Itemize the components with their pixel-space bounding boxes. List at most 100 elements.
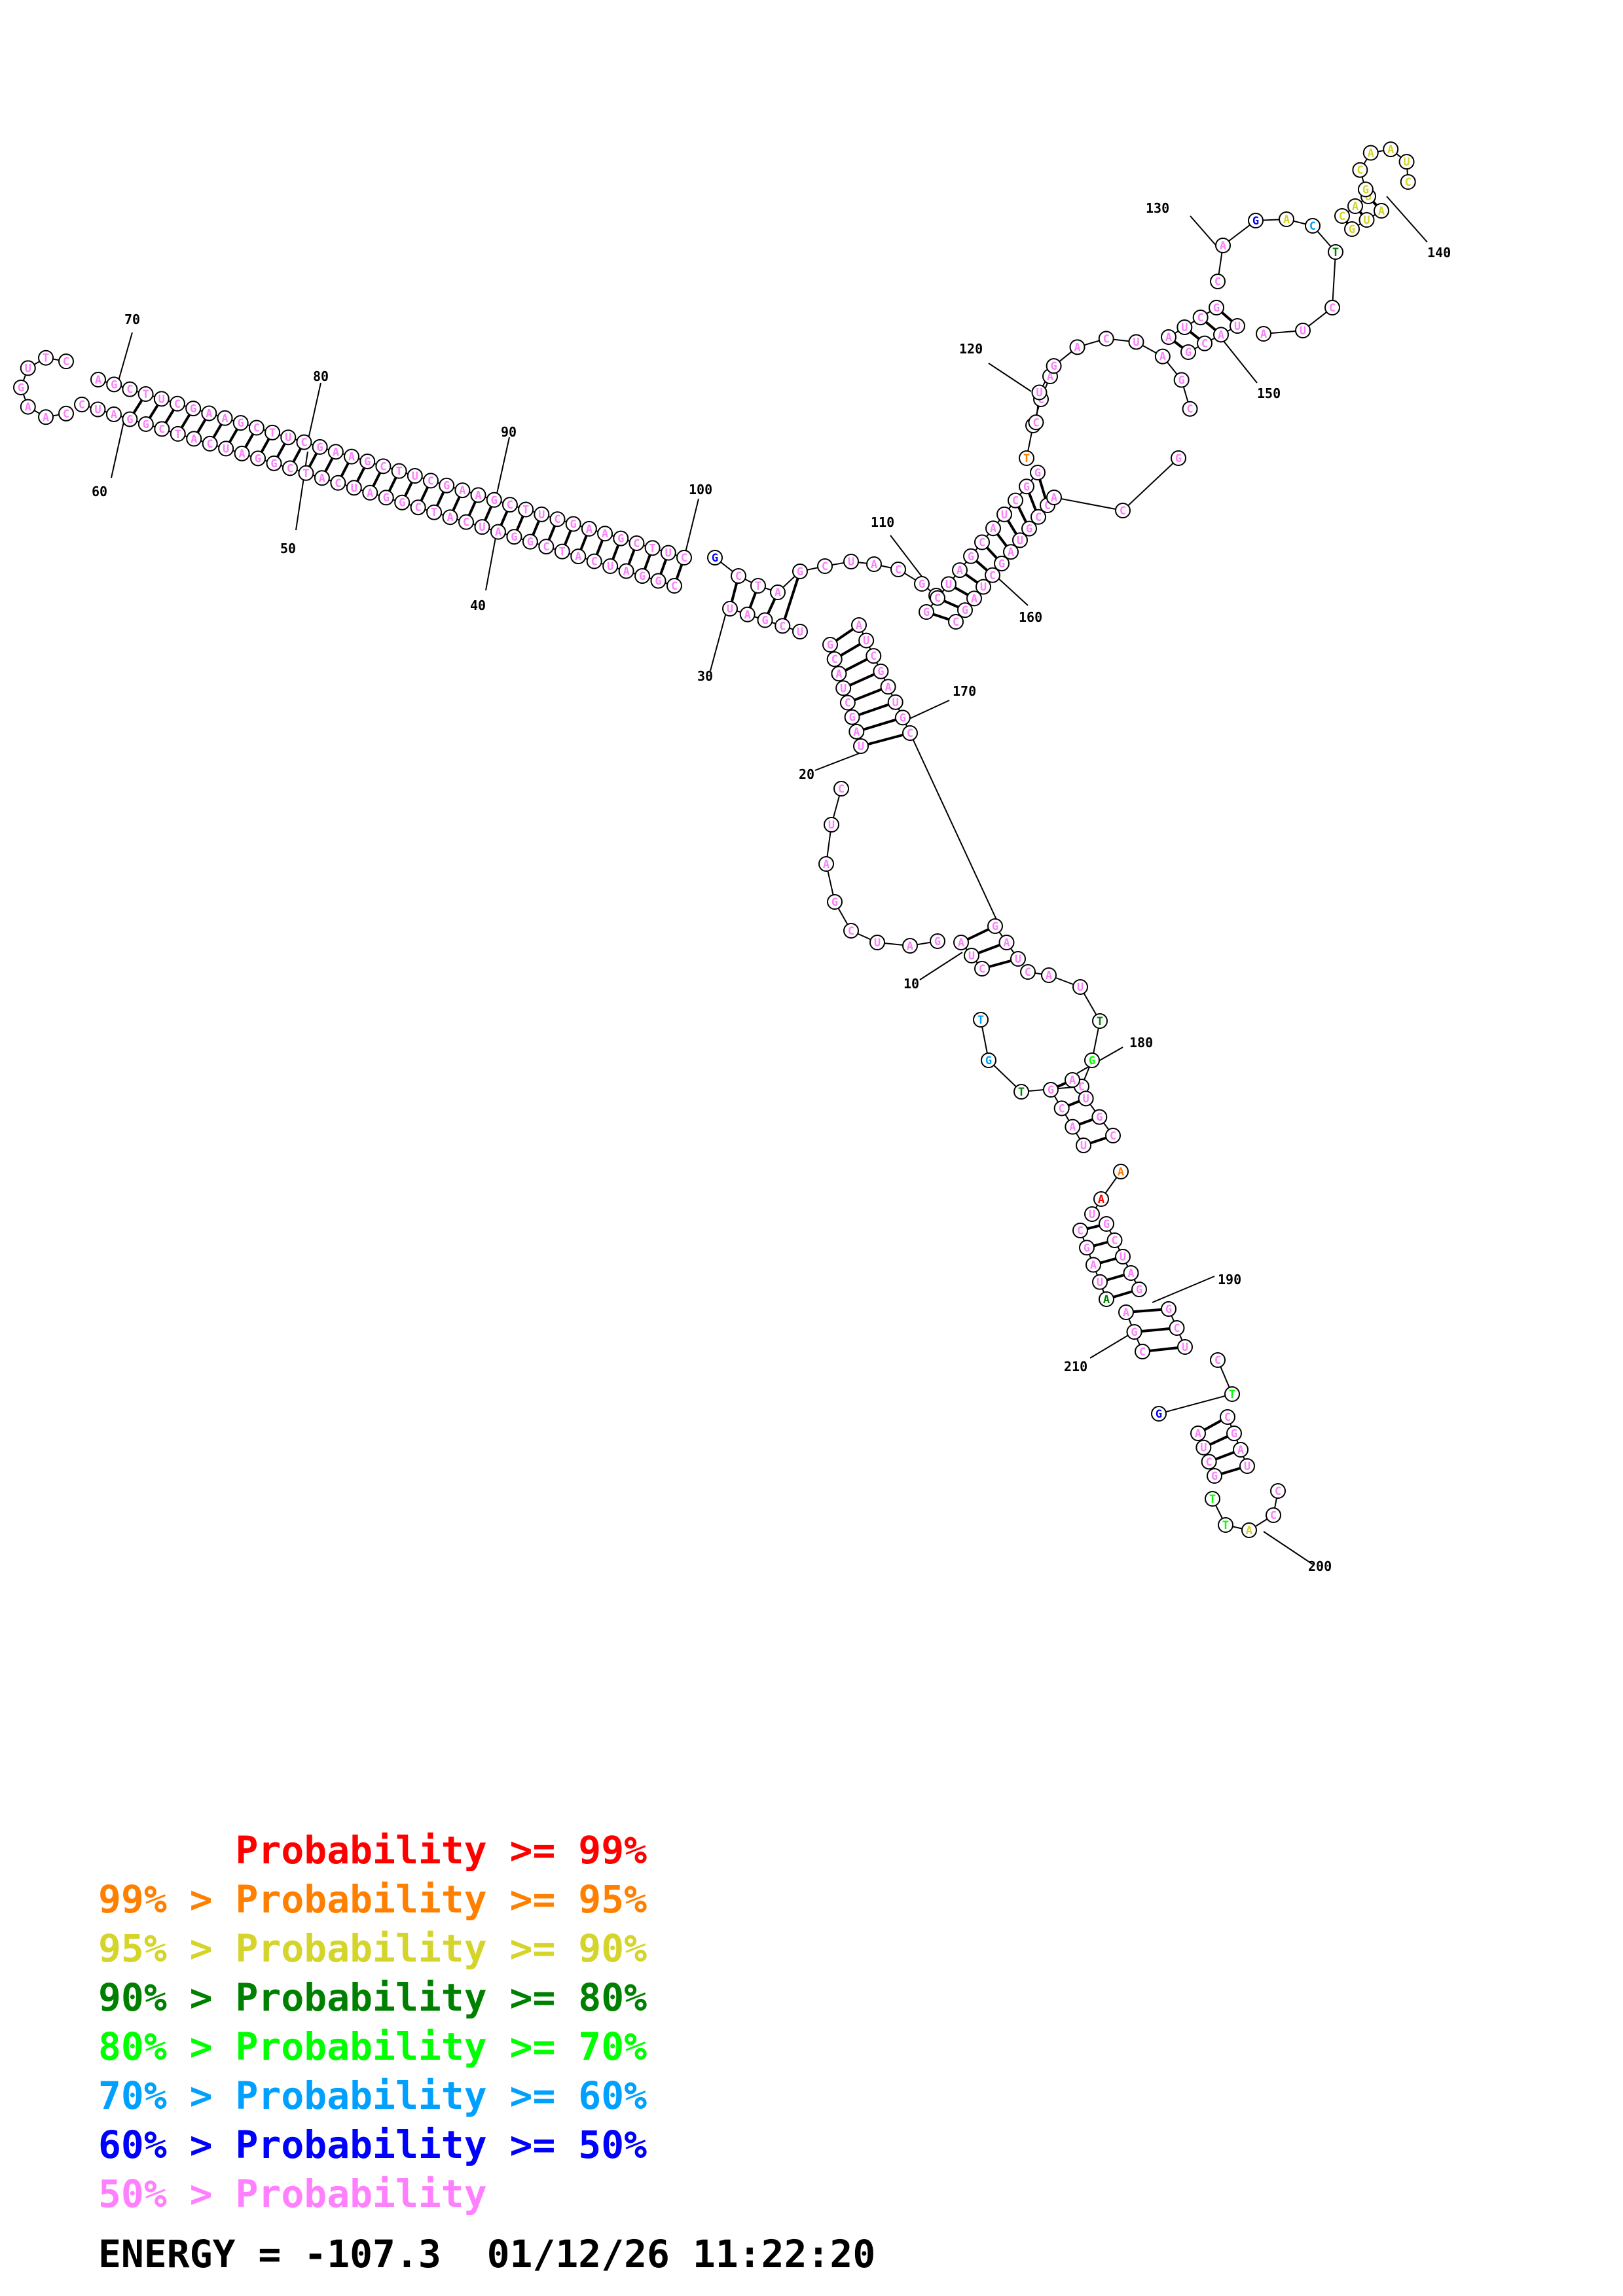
nucleotide: G	[122, 411, 138, 427]
svg-text:G: G	[399, 497, 405, 510]
svg-text:G: G	[364, 456, 371, 469]
nucleotide: C	[1400, 173, 1416, 190]
svg-text:G: G	[617, 533, 624, 546]
nucleotide: T	[1218, 1517, 1233, 1533]
svg-text:U: U	[1036, 387, 1042, 400]
nucleotide: A	[1085, 1257, 1101, 1273]
svg-text:A: A	[1378, 205, 1385, 218]
position-label: 50	[280, 541, 296, 556]
nucleotide: T	[1019, 450, 1034, 466]
nucleotide: G	[822, 637, 838, 653]
svg-text:U: U	[1200, 1442, 1207, 1455]
svg-text:G: G	[1252, 215, 1259, 228]
nucleotide: C	[1210, 1352, 1226, 1368]
svg-text:T: T	[302, 467, 309, 480]
svg-text:C: C	[126, 384, 133, 397]
svg-text:A: A	[853, 726, 860, 739]
svg-text:A: A	[191, 433, 197, 446]
nucleotide: T	[973, 1012, 989, 1028]
svg-text:A: A	[1123, 1306, 1129, 1319]
svg-text:C: C	[554, 513, 560, 526]
nucleotide: A	[362, 484, 378, 501]
nucleotide: G	[987, 918, 1003, 934]
nucleotide: T	[644, 540, 661, 556]
position-label: 160	[1019, 609, 1042, 625]
svg-text:G: G	[998, 558, 1005, 571]
nucleotide: A	[1347, 198, 1363, 214]
nucleotide: A	[1118, 1304, 1134, 1320]
nucleotide: U	[474, 519, 490, 535]
nucleotide: C	[866, 648, 882, 664]
svg-text:A: A	[586, 523, 593, 536]
svg-text:U: U	[1089, 1208, 1095, 1221]
nucleotide: U	[1359, 212, 1375, 228]
nucleotide: U	[90, 401, 106, 418]
svg-text:A: A	[1165, 331, 1172, 344]
svg-text:A: A	[602, 528, 608, 541]
nucleotide: G	[994, 556, 1010, 571]
svg-text:G: G	[1178, 374, 1185, 387]
svg-text:A: A	[459, 484, 465, 497]
svg-text:G: G	[570, 518, 577, 531]
nucleotide: G	[650, 573, 666, 589]
nucleotide: G	[1226, 1426, 1242, 1441]
svg-text:C: C	[1224, 1411, 1231, 1424]
svg-text:C: C	[934, 592, 941, 605]
svg-text:C: C	[380, 460, 386, 473]
nucleotide: G	[963, 548, 979, 564]
svg-text:A: A	[1003, 937, 1010, 950]
svg-text:C: C	[335, 477, 341, 490]
nucleotide: U	[1128, 334, 1144, 350]
nucleotide: U	[1072, 979, 1088, 995]
svg-text:A: A	[475, 489, 481, 502]
svg-text:C: C	[1025, 966, 1031, 979]
svg-text:A: A	[238, 448, 245, 461]
nucleotide: A	[1233, 1442, 1249, 1458]
position-label: 60	[92, 484, 107, 499]
nucleotide: A	[1123, 1265, 1139, 1281]
nucleotide: C	[948, 614, 964, 630]
nucleotide: C	[731, 568, 746, 584]
svg-text:C: C	[79, 399, 85, 412]
nucleotide: U	[1031, 384, 1048, 401]
svg-text:A: A	[1352, 200, 1359, 213]
nucleotide: G	[1079, 1240, 1095, 1256]
nucleotide: U	[941, 576, 957, 592]
svg-text:C: C	[979, 537, 985, 550]
nucleotide: C	[843, 923, 859, 939]
svg-text:C: C	[838, 783, 845, 796]
nucleotide: U	[602, 558, 619, 575]
nucleotide: A	[1383, 141, 1399, 158]
nucleotide: C	[586, 553, 602, 569]
nucleotide: C	[154, 421, 170, 437]
nucleotide: U	[660, 545, 676, 561]
svg-text:A: A	[575, 550, 581, 564]
position-label: 10	[903, 976, 919, 992]
nucleotide: U	[534, 506, 550, 522]
svg-text:C: C	[989, 569, 996, 583]
nucleotide: C	[839, 694, 856, 711]
svg-text:A: A	[1218, 329, 1224, 342]
legend-row: 50% > Probability	[98, 2172, 487, 2216]
nucleotide: A	[1093, 1191, 1109, 1207]
nucleotide: A	[770, 584, 786, 600]
svg-text:A: A	[1246, 1524, 1252, 1537]
svg-text:C: C	[633, 537, 640, 550]
position-label: 190	[1218, 1272, 1241, 1287]
nucleotide: T	[426, 504, 443, 520]
nucleotide: T	[137, 386, 154, 403]
nucleotide: C	[375, 458, 392, 475]
svg-text:A: A	[775, 586, 781, 600]
svg-text:G: G	[831, 896, 838, 909]
nucleotide: A	[1003, 544, 1019, 560]
nucleotide: C	[1201, 1454, 1217, 1470]
svg-text:A: A	[95, 374, 101, 387]
svg-text:C: C	[1186, 403, 1193, 416]
nucleotide: A	[831, 666, 847, 682]
svg-text:C: C	[174, 398, 181, 411]
svg-text:U: U	[538, 509, 545, 522]
nucleotide: C	[1266, 1507, 1281, 1523]
nucleotide: C	[974, 534, 990, 550]
svg-text:C: C	[1044, 499, 1051, 512]
svg-text:G: G	[1034, 467, 1041, 480]
